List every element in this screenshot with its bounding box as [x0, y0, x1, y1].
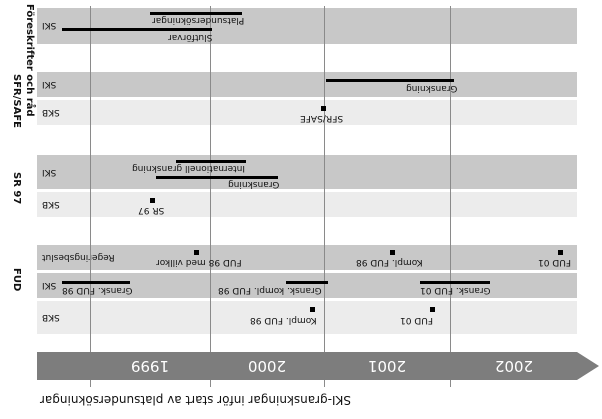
gridline-2001: [324, 6, 325, 387]
band-sr97-skb: [37, 192, 577, 217]
row-label-foreskrifter-ski: SKI: [42, 20, 57, 30]
band-fud-ski: [37, 273, 577, 298]
marker-sr97: [150, 198, 155, 203]
label-sr97: SR 97: [138, 205, 165, 215]
gridline-1999: [90, 6, 91, 387]
group-label-fud: FUD: [11, 268, 22, 292]
label-fud98-med-villkor: FUD 98 med villkor: [156, 257, 242, 267]
band-fud-skb: [37, 301, 577, 334]
year-2000: 2000: [247, 357, 287, 375]
label-kompl-fud98: Kompl. FUD 98: [356, 257, 423, 267]
row-label-sfr-skb: SKB: [42, 107, 60, 117]
marker-skb-fud01: [430, 307, 435, 312]
label-gransk-fud98: Gransk. FUD 98: [62, 285, 133, 295]
group-label-sr97: SR 97: [11, 172, 22, 205]
label-sr97-granskning: Granskning: [228, 179, 280, 189]
bar-internationell-granskning: [176, 160, 246, 163]
year-timeline-bar: [37, 352, 577, 380]
year-2001: 2001: [367, 357, 407, 375]
bar-sr97-granskning: [156, 176, 278, 179]
bar-platsundersokningar: [150, 12, 242, 15]
row-label-fud-regeringsbeslut: Regeringsbeslut: [42, 252, 115, 262]
bar-gransk-fud98: [62, 281, 130, 284]
label-sfr-granskning: Granskning: [406, 83, 458, 93]
year-2002: 2002: [494, 357, 534, 375]
row-label-sfr-ski: SKI: [42, 79, 57, 89]
band-foreskrifter-ski: [37, 8, 577, 44]
label-slutforvar: Slutförvar: [168, 32, 213, 42]
band-fud-regeringsbeslut: [37, 245, 577, 270]
label-sfr-safe: SFR/SAFE: [300, 113, 344, 123]
bar-slutforvar: [62, 28, 212, 31]
band-sr97-ski: [37, 155, 577, 189]
label-internationell-granskning: Internationell granskning: [132, 163, 245, 173]
label-skb-fud01: FUD 01: [400, 315, 434, 325]
timeline-arrow-icon: [577, 352, 599, 380]
label-fud01: FUD 01: [538, 257, 572, 267]
row-label-sr97-skb: SKB: [42, 199, 60, 209]
row-label-fud-skb: SKB: [42, 312, 60, 322]
label-platsundersokningar: Platsundersökningar: [152, 15, 245, 25]
bar-sfr-granskning: [326, 79, 454, 82]
marker-skb-kompl-fud98: [310, 307, 315, 312]
marker-sfr-safe: [321, 106, 326, 111]
marker-fud98-med-villkor: [194, 250, 199, 255]
band-sfr-skb: [37, 100, 577, 125]
label-gransk-kompl-fud98: Gransk. kompl. FUD 98: [218, 285, 322, 295]
label-gransk-fud01: Gransk. FUD 01: [420, 285, 491, 295]
group-label-foreskrifter: Föreskrifter och råd: [24, 4, 35, 117]
row-label-fud-ski: SKI: [42, 280, 57, 290]
row-label-sr97-ski: SKI: [42, 167, 57, 177]
marker-fud01: [558, 250, 563, 255]
bar-gransk-kompl-fud98: [286, 281, 328, 284]
band-sfr-ski: [37, 72, 577, 97]
bar-gransk-fud01: [420, 281, 490, 284]
figure-caption: SKI-granskningar inför start av platsund…: [40, 393, 352, 407]
gridline-2000: [210, 6, 211, 387]
group-label-sfr: SFR/SAFE: [11, 74, 22, 128]
year-1999: 1999: [130, 357, 170, 375]
label-skb-kompl-fud98: Kompl. FUD 98: [250, 315, 317, 325]
gridline-2002: [450, 6, 451, 387]
marker-kompl-fud98: [390, 250, 395, 255]
